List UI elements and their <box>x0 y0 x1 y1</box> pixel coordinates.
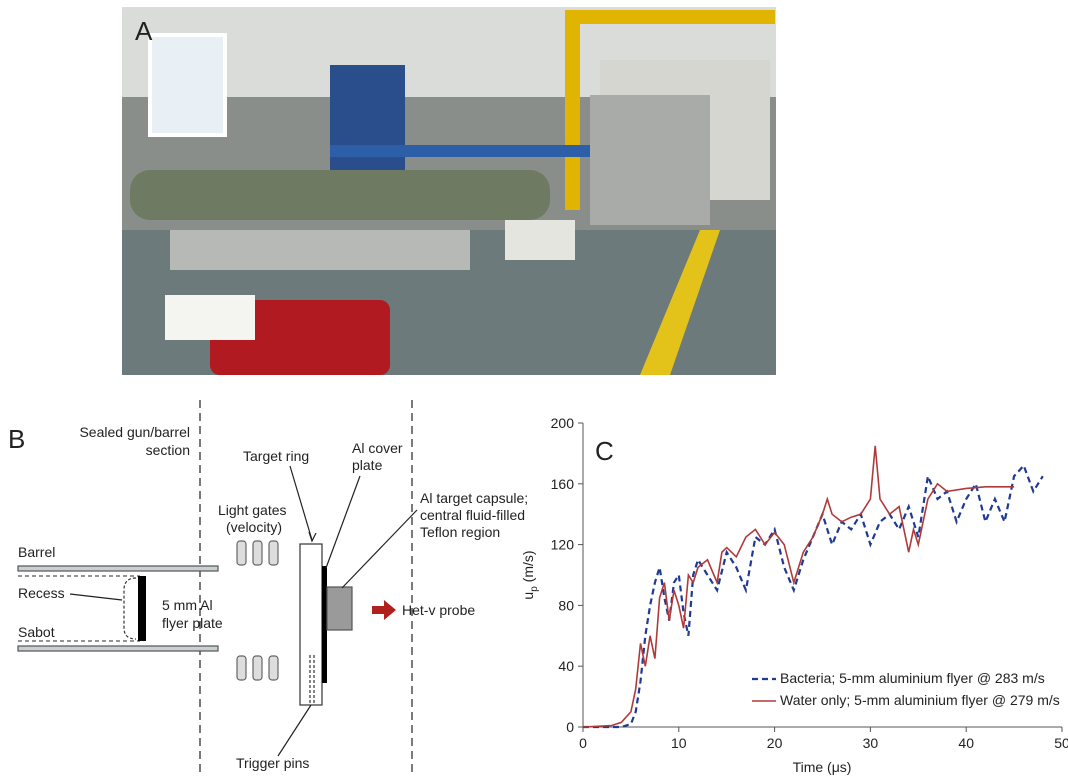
label: Light gates <box>218 502 287 518</box>
pointer <box>278 705 311 756</box>
label: flyer plate <box>162 615 223 631</box>
panel-label: B <box>8 424 25 454</box>
x-tick-label: 20 <box>767 735 783 751</box>
window <box>150 35 225 135</box>
pointer <box>290 466 312 540</box>
y-tick-label: 0 <box>566 719 574 735</box>
label: Teflon region <box>420 524 500 540</box>
figure: A B Sealed gun/barrel section Barrel Rec… <box>0 0 1068 778</box>
label: Target ring <box>243 448 309 464</box>
x-tick-label: 10 <box>671 735 687 751</box>
y-axis-label: up (m/s) <box>520 550 540 599</box>
light-gate <box>237 656 246 680</box>
y-label-unit: (m/s) <box>520 550 536 586</box>
y-tick-label: 160 <box>551 476 575 492</box>
cover-plate <box>322 566 327 683</box>
label: Barrel <box>18 544 55 560</box>
crane-beam <box>565 10 775 24</box>
y-tick-label: 40 <box>558 658 574 674</box>
y-label-main: u <box>520 592 536 600</box>
pointer <box>326 476 360 568</box>
y-tick-label: 200 <box>551 415 575 431</box>
photo: A <box>122 7 776 375</box>
legend-label: Water only; 5-mm aluminium flyer @ 279 m… <box>780 692 1060 708</box>
light-gate <box>269 656 278 680</box>
label: (velocity) <box>226 519 282 535</box>
light-gate <box>269 541 278 565</box>
label: central fluid-filled <box>420 507 525 523</box>
label: Recess <box>18 585 65 601</box>
instrument <box>505 220 575 260</box>
capsule <box>327 587 352 630</box>
chart: C Time (μs) up (m/s) 0 40 80 120 160 200 0 10 20… <box>520 415 1068 775</box>
label: Trigger pins <box>236 755 309 771</box>
target-ring <box>300 544 322 705</box>
x-tick-label: 30 <box>863 735 879 751</box>
label: Het-v probe <box>402 602 475 618</box>
label: plate <box>352 457 383 473</box>
section-label: section <box>146 442 190 458</box>
label: Al target capsule; <box>420 490 528 506</box>
barrel-wall <box>18 646 218 651</box>
y-tick-label: 120 <box>551 537 575 553</box>
pipe <box>330 145 590 157</box>
frame <box>170 230 470 270</box>
label: Sabot <box>18 624 55 640</box>
gun-barrel <box>130 170 550 220</box>
panel-label: A <box>135 16 153 46</box>
panel-label: C <box>595 436 614 466</box>
legend-label: Bacteria; 5-mm aluminium flyer @ 283 m/s <box>780 670 1045 686</box>
page: A B Sealed gun/barrel section Barrel Rec… <box>0 0 1068 778</box>
section-label: Sealed gun/barrel <box>79 424 190 440</box>
label: Al cover <box>352 440 403 456</box>
x-tick-label: 40 <box>958 735 974 751</box>
target-chamber <box>590 95 710 225</box>
recess <box>124 578 136 639</box>
x-tick-label: 0 <box>579 735 587 751</box>
x-axis-label: Time (μs) <box>793 759 852 775</box>
x-tick-label: 50 <box>1054 735 1068 751</box>
light-gate <box>253 541 262 565</box>
diagram: B Sealed gun/barrel section Barrel Reces… <box>8 400 528 772</box>
label: 5 mm Al <box>162 597 213 613</box>
door <box>330 65 405 185</box>
light-gate <box>237 541 246 565</box>
pointer <box>342 510 417 588</box>
y-tick-label: 80 <box>558 597 574 613</box>
crane <box>565 10 580 210</box>
flyer-plate <box>138 576 146 641</box>
arrowhead <box>309 532 316 541</box>
sign <box>165 295 255 340</box>
light-gate <box>253 656 262 680</box>
series-line <box>583 466 1043 727</box>
pointer <box>70 594 122 600</box>
probe-arrow <box>372 600 396 620</box>
barrel-wall <box>18 566 218 571</box>
